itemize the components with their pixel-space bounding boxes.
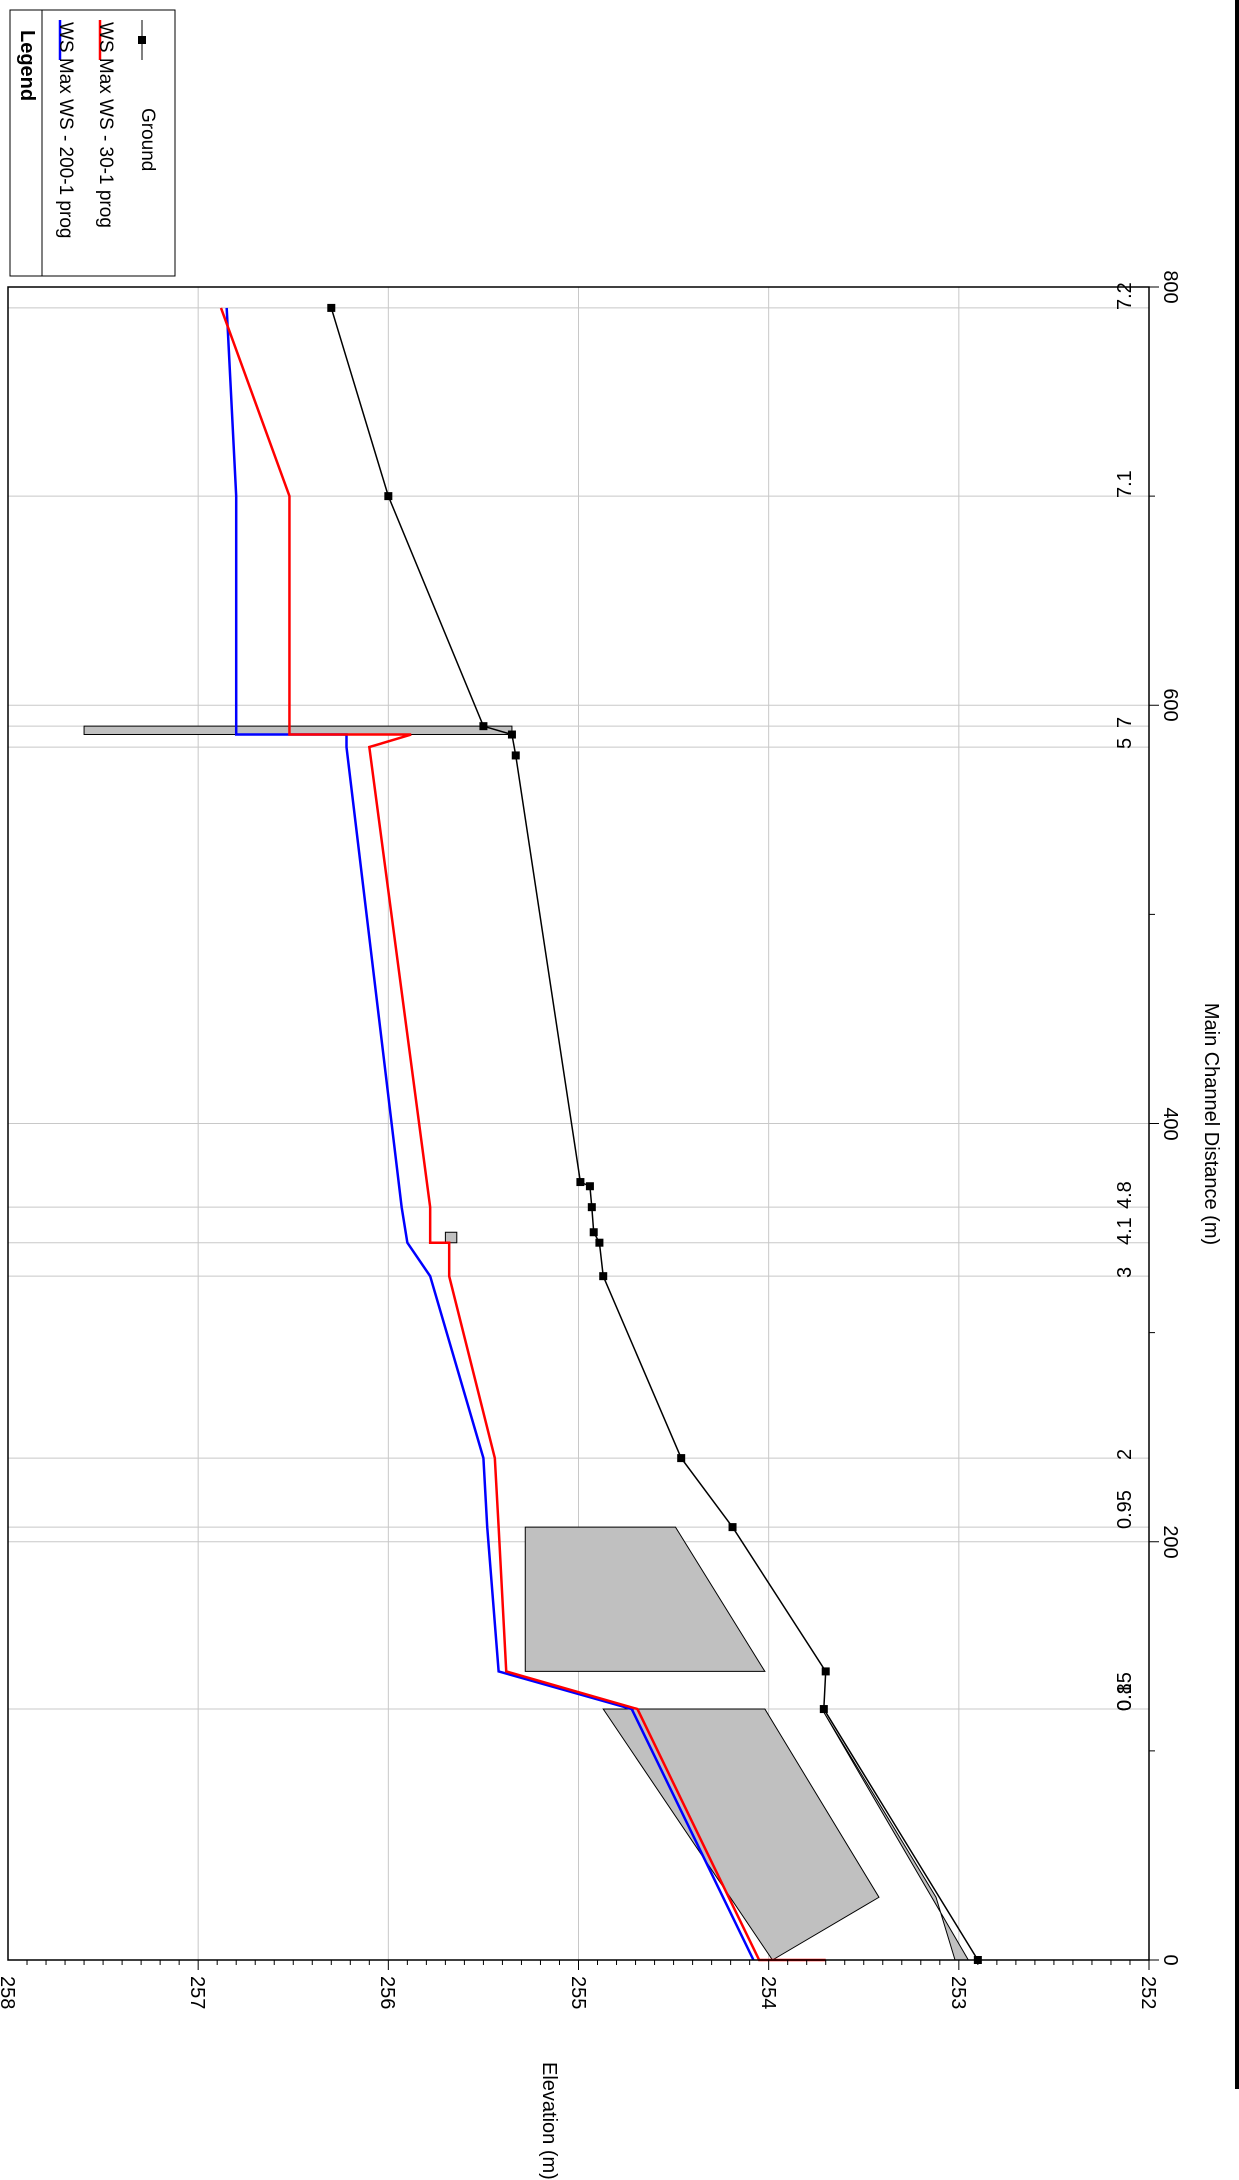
chart-stage: 0 200 400 600 800 252 253 254 255 256 257 258 0.15 0.… (0, 9, 1222, 2180)
ground-point (595, 1238, 604, 1247)
legend-swatch-marker (138, 36, 146, 44)
structure-weir-small (444, 1231, 458, 1244)
x-axis-title: Main Channel Distance (m) (1200, 1002, 1222, 1245)
ground-point (728, 1523, 737, 1532)
x-tick-label: 200 (1159, 1525, 1181, 1559)
x-tick-label: 800 (1159, 270, 1181, 304)
cross-section-label: 0.95 (1114, 1490, 1136, 1530)
x-tick-label: 400 (1159, 1106, 1181, 1141)
ground-point (507, 730, 516, 739)
ground-point (587, 1203, 596, 1212)
cross-section-label: 3 (1114, 1267, 1136, 1279)
ground-point (511, 751, 520, 760)
ground-point (585, 1182, 594, 1191)
cross-section-label: 7 (1114, 717, 1136, 729)
ground-point (677, 1454, 686, 1463)
y-tick-label: 255 (566, 1976, 589, 2010)
y-tick-label: 254 (756, 1976, 779, 2010)
ground-point (479, 722, 488, 731)
y-tick-label: 257 (186, 1976, 209, 2010)
cross-section-label: 7.1 (1114, 470, 1136, 499)
ground-point (576, 1178, 585, 1187)
series-line-1 (219, 307, 826, 1962)
structure-bridge-deck (524, 1526, 766, 1672)
legend-entry-label: WS Max WS - 200-1 prog (55, 22, 76, 239)
cross-section-label: 2 (1114, 1448, 1136, 1461)
x-tick-label: 0 (1159, 1954, 1181, 1966)
ground-point (599, 1272, 608, 1281)
y-tick-label: 256 (376, 1976, 399, 2010)
ground-point (819, 1705, 828, 1714)
cross-section-label: 0.8 (1114, 1683, 1136, 1712)
ground-point (327, 303, 336, 312)
structure-weir-large (83, 725, 513, 736)
cross-section-label: 4.8 (1114, 1181, 1136, 1210)
y-tick-label: 258 (0, 1976, 18, 2010)
page-border (1235, 0, 1239, 2089)
cross-section-label: 4.1 (1114, 1216, 1136, 1245)
y-tick-label: 252 (1137, 1976, 1159, 2010)
ground-point (589, 1228, 598, 1237)
cross-section-label: 7.2 (1114, 282, 1136, 310)
x-tick-label: 600 (1159, 688, 1181, 722)
y-tick-label: 253 (946, 1976, 969, 2010)
legend-title: Legend (16, 30, 38, 102)
ground-point (384, 492, 393, 501)
series-line-0 (225, 307, 755, 1961)
legend-entry-label: Ground (137, 108, 158, 172)
y-axis-title: Elevation (m) (538, 2062, 560, 2180)
structure-culvert-inlet (602, 1708, 880, 1961)
legend-entry-label: WS Max WS - 30-1 prog (95, 22, 116, 228)
ground-point (821, 1667, 830, 1676)
legend-box (9, 9, 176, 277)
cross-section-label: 5 (1114, 737, 1136, 750)
profile-plot (7, 9, 1159, 1970)
series-line-2 (330, 307, 979, 1961)
